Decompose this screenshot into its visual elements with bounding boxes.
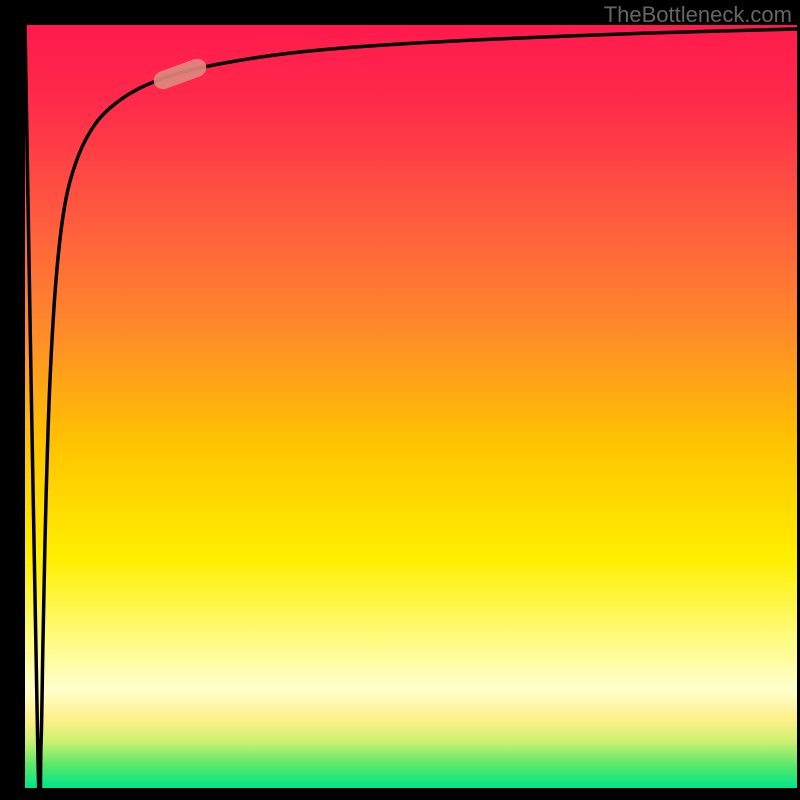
attribution-label: TheBottleneck.com xyxy=(604,2,792,28)
chart-svg xyxy=(0,0,800,800)
bottleneck-chart: TheBottleneck.com xyxy=(0,0,800,800)
plot-area xyxy=(25,25,797,788)
